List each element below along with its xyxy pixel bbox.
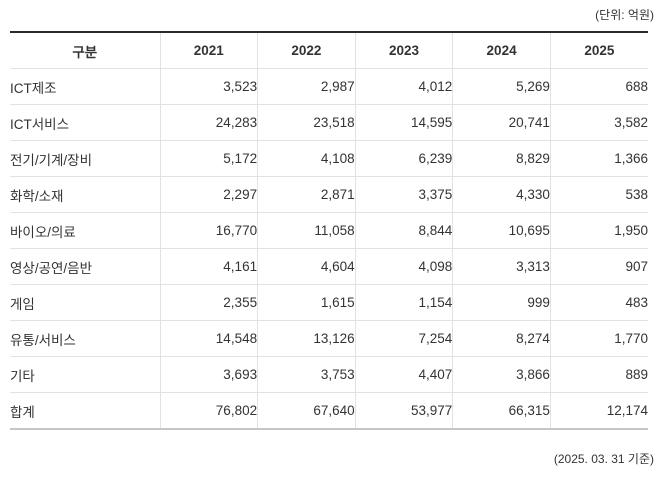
table-row-games: 게임 2,355 1,615 1,154 999 483 — [10, 284, 648, 321]
cell-2021: 2,297 — [159, 176, 258, 213]
column-header-2024: 2024 — [452, 32, 551, 69]
cell-2023: 3,375 — [354, 176, 453, 213]
row-label: ICT서비스 — [10, 104, 160, 141]
cell-2025: 889 — [549, 356, 648, 393]
cell-2024: 20,741 — [452, 104, 551, 141]
cell-2023: 4,012 — [354, 68, 453, 105]
cell-2024: 4,330 — [452, 176, 551, 213]
cell-2025: 3,582 — [549, 104, 648, 141]
cell-2025: 688 — [549, 68, 648, 105]
column-header-2021: 2021 — [159, 32, 258, 69]
cell-2022: 4,604 — [257, 248, 356, 285]
row-label: 바이오/의료 — [10, 212, 160, 249]
cell-2021: 14,548 — [159, 320, 258, 357]
cell-2022: 11,058 — [257, 212, 356, 249]
cell-2023: 14,595 — [354, 104, 453, 141]
cell-2021: 3,693 — [159, 356, 258, 393]
column-header-2023: 2023 — [354, 32, 453, 69]
cell-2021: 4,161 — [159, 248, 258, 285]
cell-2024: 10,695 — [452, 212, 551, 249]
cell-2024: 3,313 — [452, 248, 551, 285]
cell-2023: 4,098 — [354, 248, 453, 285]
cell-2024: 8,274 — [452, 320, 551, 357]
table-row-distribution-services: 유통/서비스 14,548 13,126 7,254 8,274 1,770 — [10, 320, 648, 357]
cell-2021: 2,355 — [159, 284, 258, 321]
unit-note: (단위: 억원) — [595, 8, 654, 22]
cell-2022: 1,615 — [257, 284, 356, 321]
cell-2024: 66,315 — [452, 392, 551, 429]
row-label: 전기/기계/장비 — [10, 140, 160, 177]
cell-2025: 1,950 — [549, 212, 648, 249]
cell-2022: 2,987 — [257, 68, 356, 105]
table-row-electric-machinery: 전기/기계/장비 5,172 4,108 6,239 8,829 1,366 — [10, 140, 648, 177]
table-row-chemicals-materials: 화학/소재 2,297 2,871 3,375 4,330 538 — [10, 176, 648, 213]
cell-2024: 8,829 — [452, 140, 551, 177]
row-label: ICT제조 — [10, 68, 160, 105]
cell-2025: 538 — [549, 176, 648, 213]
table-row-video-performance-music: 영상/공연/음반 4,161 4,604 4,098 3,313 907 — [10, 248, 648, 285]
row-label: 합계 — [10, 404, 35, 420]
cell-2021: 24,283 — [159, 104, 258, 141]
cell-2022: 3,753 — [257, 356, 356, 393]
cell-2025: 1,366 — [549, 140, 648, 177]
row-label: 영상/공연/음반 — [10, 248, 160, 285]
row-label: 기타 — [10, 356, 160, 393]
sector-year-table: 구분 2021 2022 2023 2024 2025 ICT제조 3,523 … — [10, 31, 648, 430]
cell-2023: 1,154 — [354, 284, 453, 321]
table-row-ict-manufacturing: ICT제조 3,523 2,987 4,012 5,269 688 — [10, 68, 648, 105]
table-row-others: 기타 3,693 3,753 4,407 3,866 889 — [10, 356, 648, 393]
cell-2025: 907 — [549, 248, 648, 285]
cell-2021: 76,802 — [159, 392, 258, 429]
cell-2023: 6,239 — [354, 140, 453, 177]
cell-2022: 4,108 — [257, 140, 356, 177]
cell-2025: 483 — [549, 284, 648, 321]
column-header-2025: 2025 — [549, 32, 648, 69]
row-label: 화학/소재 — [10, 176, 160, 213]
cell-2021: 5,172 — [159, 140, 258, 177]
header-row: 구분 2021 2022 2023 2024 2025 — [10, 32, 648, 69]
table-row-bio-medical: 바이오/의료 16,770 11,058 8,844 10,695 1,950 — [10, 212, 648, 249]
cell-2022: 2,871 — [257, 176, 356, 213]
column-header-2022: 2022 — [257, 32, 356, 69]
table-row-total: 합계 76,802 67,640 53,977 66,315 12,174 — [10, 392, 648, 429]
cell-2022: 13,126 — [257, 320, 356, 357]
cell-2024: 3,866 — [452, 356, 551, 393]
cell-2022: 67,640 — [257, 392, 356, 429]
cell-2024: 5,269 — [452, 68, 551, 105]
cell-2023: 53,977 — [354, 392, 453, 429]
cell-2022: 23,518 — [257, 104, 356, 141]
cell-2025: 1,770 — [549, 320, 648, 357]
as-of-date-note: (2025. 03. 31 기준) — [553, 452, 654, 466]
cell-2021: 3,523 — [159, 68, 258, 105]
row-label: 유통/서비스 — [10, 320, 160, 357]
row-label: 게임 — [10, 284, 160, 321]
table-row-ict-services: ICT서비스 24,283 23,518 14,595 20,741 3,582 — [10, 104, 648, 141]
cell-2025: 12,174 — [549, 392, 648, 429]
cell-2021: 16,770 — [159, 212, 258, 249]
cell-2023: 8,844 — [354, 212, 453, 249]
column-header-gubun: 구분 — [10, 32, 160, 69]
cell-2024: 999 — [452, 284, 551, 321]
cell-2023: 4,407 — [354, 356, 453, 393]
cell-2023: 7,254 — [354, 320, 453, 357]
